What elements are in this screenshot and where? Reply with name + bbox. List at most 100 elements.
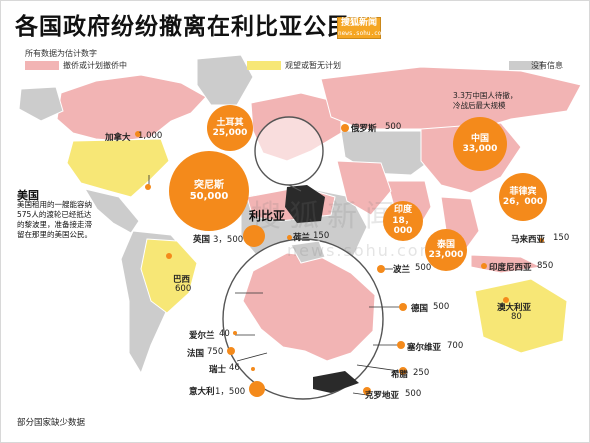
bubble-china: 中国 33,000	[453, 117, 507, 171]
footer-note: 部分国家缺少数据	[17, 418, 86, 428]
label-brazil-value: 600	[175, 284, 192, 294]
dot-brazil	[166, 253, 172, 259]
dot-serbia	[397, 341, 405, 349]
bubble-name: 突尼斯	[194, 179, 224, 191]
dot-france	[227, 347, 235, 355]
label-italy-value: 1，500	[215, 387, 246, 397]
china-note: 3.3万中国人待撤，冷战后最大规模	[453, 91, 518, 110]
legend-label-no-info: 没有信息	[531, 61, 563, 70]
zoom-connector	[288, 184, 302, 192]
subtitle: 所有数据为估计数字	[25, 49, 97, 58]
label-malaysia-value: 150	[553, 233, 570, 243]
label-france-value: 750	[207, 347, 224, 357]
label-canada-name: 加拿大	[105, 133, 131, 143]
bubble-turkey: 土耳其 25,000	[207, 105, 253, 151]
dot-netherlands	[287, 235, 292, 240]
bubble-value: 18，000	[392, 215, 414, 237]
label-greece-name: 希腊	[391, 370, 409, 380]
dot-australia	[503, 297, 509, 303]
dot-malaysia	[539, 238, 544, 243]
label-serbia-name: 塞尔维亚	[407, 343, 442, 353]
dot-ireland	[233, 331, 237, 335]
dot-russia	[341, 124, 349, 132]
bubble-name: 土耳其	[216, 117, 244, 128]
bubble-thailand: 泰国 23,000	[425, 229, 467, 271]
label-serbia-value: 700	[447, 341, 464, 351]
zoom-scandinavia	[290, 240, 326, 264]
bubble-philippines: 菲律宾 26，000	[499, 173, 547, 221]
label-ireland-value: 40	[219, 329, 230, 339]
legend-label-evacuating: 撤侨或计划撤侨中	[63, 61, 127, 70]
dot-italy	[249, 381, 265, 397]
bubble-name: 泰国	[436, 239, 455, 250]
label-indonesia-value: 850	[537, 261, 554, 271]
bubble-value: 50,000	[189, 191, 229, 202]
region-greenland	[196, 54, 254, 106]
region-australia	[474, 278, 568, 354]
region-russia	[320, 66, 582, 132]
dot-germany	[399, 303, 407, 311]
label-indonesia-name: 印度尼西亚	[489, 263, 532, 273]
legend-label-waiting: 观望或暂无计划	[285, 61, 341, 70]
region-alaska	[18, 86, 64, 122]
label-uk-name: 英国	[193, 235, 211, 245]
region-canada	[56, 74, 207, 142]
legend-swatch-evacuating	[25, 61, 59, 70]
legend-swatch-waiting	[247, 61, 281, 70]
label-malaysia-name: 马来西亚	[511, 235, 546, 245]
dot-croatia	[363, 387, 371, 395]
label-croatia-name: 克罗地亚	[365, 391, 400, 401]
watermark-url: news.sohu.com	[287, 241, 438, 260]
label-netherlands-value: 150	[313, 231, 330, 241]
bubble-value: 25,000	[212, 128, 248, 138]
usa-note-title: 美国	[17, 189, 39, 202]
label-greece-value: 250	[413, 368, 430, 378]
bubble-india: 印度 18，000	[383, 201, 423, 241]
label-france-name: 法国	[187, 349, 205, 359]
legend-swatch-no-info	[509, 61, 543, 70]
dot-canada	[135, 131, 141, 137]
dot-indonesia	[481, 263, 487, 269]
zoom-circle-small	[254, 116, 324, 186]
bubble-value: 23,000	[428, 250, 464, 260]
dot-switzerland	[251, 367, 255, 371]
label-russia-name: 俄罗斯	[351, 124, 377, 134]
label-canada-value: 1,000	[138, 131, 163, 141]
bubble-value: 33,000	[462, 144, 498, 154]
label-brazil-name: 巴西	[173, 275, 191, 285]
zoom-africa-coast	[313, 371, 359, 393]
dot-poland	[377, 265, 385, 273]
region-indonesia	[470, 254, 543, 274]
label-italy-name: 意大利	[189, 387, 215, 397]
region-usa	[66, 138, 170, 198]
label-germany-value: 500	[433, 302, 450, 312]
label-poland-value: 500	[415, 263, 432, 273]
label-uk-value: 3，500	[213, 235, 244, 245]
dot-usa	[145, 184, 151, 190]
label-croatia-value: 500	[405, 389, 422, 399]
bubble-tunisia: 突尼斯 50,000	[169, 151, 249, 231]
label-australia-name: 澳大利亚	[497, 303, 532, 313]
label-switzerland-name: 瑞士	[209, 365, 227, 375]
logo-text: 搜狐新闻	[340, 18, 377, 28]
region-brazil	[140, 238, 198, 314]
label-switzerland-value: 46	[229, 363, 240, 373]
label-russia-value: 500	[385, 122, 402, 132]
label-australia-value: 80	[511, 312, 522, 322]
usa-note-text: 美国租用的一艘能容纳575人的渡轮已经抵达的黎波里，准备接走滞留在那里的美国公民…	[17, 200, 92, 239]
sohu-logo: 搜狐新闻 news.sohu.com	[337, 17, 385, 39]
dot-greece	[399, 367, 407, 375]
region-central-america	[83, 188, 140, 234]
watermark: 搜狐新闻	[251, 199, 403, 234]
bubble-name: 菲律宾	[509, 186, 537, 197]
bubble-name: 中国	[470, 133, 489, 144]
region-middle-east	[336, 160, 392, 216]
label-libya: 利比亚	[249, 209, 286, 223]
bubble-name: 印度	[393, 205, 412, 216]
label-ireland-name: 爱尔兰	[189, 331, 215, 341]
bubble-value: 26，000	[502, 197, 544, 207]
logo-url: news.sohu.com	[338, 30, 385, 37]
page-title: 各国政府纷纷撤离在利比亚公民	[15, 14, 351, 40]
